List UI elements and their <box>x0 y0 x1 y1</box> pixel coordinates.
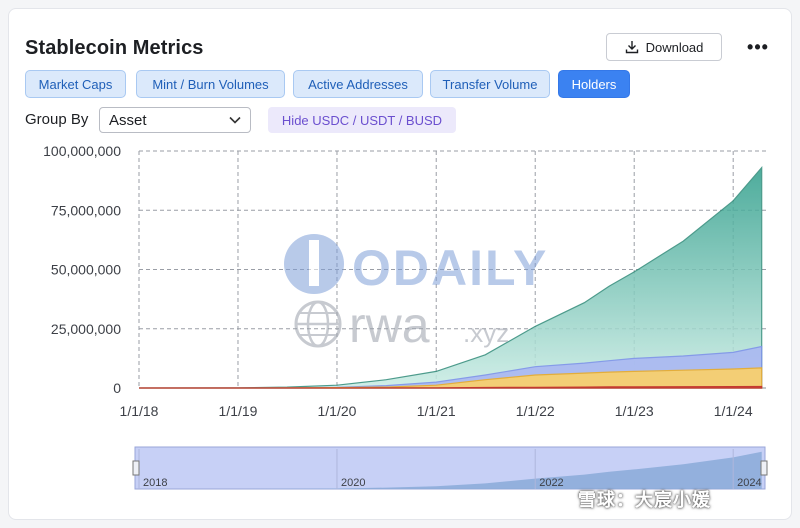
navigator-right-handle[interactable] <box>760 460 768 476</box>
tab-label: Holders <box>571 76 617 92</box>
tab-market-caps[interactable]: Market Caps <box>25 70 126 98</box>
rwa-logo-suffix: .xyz <box>463 318 509 348</box>
y-tick-label: 0 <box>113 380 121 396</box>
navigator-year-label: 2018 <box>143 477 167 489</box>
hide-button-label: Hide USDC / USDT / BUSD <box>281 112 443 128</box>
group-by-label: Group By <box>25 111 89 128</box>
navigator-year-label: 2020 <box>341 477 365 489</box>
navigator-series <box>139 451 762 489</box>
x-tick-label: 1/1/18 <box>120 403 159 419</box>
tab-active-addresses[interactable]: Active Addresses <box>293 70 423 98</box>
x-tick-label: 1/1/22 <box>516 403 555 419</box>
holders-area-chart: 100,000,000 75,000,000 50,000,000 25,000,00… <box>43 143 768 490</box>
x-tick-label: 1/1/24 <box>714 403 753 419</box>
group-by-select[interactable]: Asset <box>99 107 251 133</box>
tab-holders[interactable]: Holders <box>558 70 630 98</box>
y-tick-label: 75,000,000 <box>51 202 121 218</box>
tab-label: Market Caps <box>38 76 113 92</box>
series-area-red <box>139 385 763 389</box>
y-tick-label: 50,000,000 <box>51 262 121 278</box>
tab-transfer-volume[interactable]: Transfer Volume <box>430 70 550 98</box>
navigator-year-label: 2022 <box>539 477 563 489</box>
download-label: Download <box>645 39 704 55</box>
page-title: Stablecoin Metrics <box>25 37 204 59</box>
x-tick-label: 1/1/19 <box>219 403 258 419</box>
x-tick-label: 1/1/20 <box>318 403 357 419</box>
more-icon: ••• <box>747 36 769 57</box>
navigator-year-label: 2024 <box>737 477 761 489</box>
rwa-logo-text: rwa <box>349 297 430 353</box>
tab-label: Mint / Burn Volumes <box>152 76 269 92</box>
odaily-logo-text: ODAILY <box>352 240 548 296</box>
chevron-down-icon <box>229 116 241 124</box>
tab-label: Active Addresses <box>308 76 408 92</box>
tab-label: Transfer Volume <box>442 76 538 92</box>
x-tick-label: 1/1/21 <box>417 403 456 419</box>
xueqiu-watermark: 雪球：大宸小媛 <box>578 490 711 510</box>
stablecoin-metrics-card: Stablecoin Metrics Download ••• Market C… <box>8 8 792 520</box>
brand-watermark: ODAILY rwa .xyz <box>284 234 548 353</box>
hide-major-stablecoins-button[interactable]: Hide USDC / USDT / BUSD <box>268 107 456 133</box>
download-icon <box>625 41 638 54</box>
tab-mint-burn-volumes[interactable]: Mint / Burn Volumes <box>136 70 285 98</box>
x-axis-labels: 1/1/18 1/1/19 1/1/20 1/1/21 1/1/22 1/1/23 1/1/… <box>120 403 753 419</box>
x-tick-label: 1/1/23 <box>615 403 654 419</box>
more-options-button[interactable]: ••• <box>745 37 771 57</box>
navigator-labels: 2018 2020 2022 2024 <box>138 449 762 489</box>
series-area-total <box>138 165 763 389</box>
y-tick-label: 100,000,000 <box>43 143 121 159</box>
group-by-value: Asset <box>109 111 147 129</box>
range-navigator[interactable]: 2018 2020 2022 2024 <box>132 446 768 490</box>
y-axis-labels: 100,000,000 75,000,000 50,000,000 25,000,00… <box>43 143 121 396</box>
download-button[interactable]: Download <box>606 33 722 61</box>
navigator-left-handle[interactable] <box>132 460 140 476</box>
chart-series <box>138 165 763 389</box>
odaily-logo-bar <box>309 240 319 286</box>
y-tick-label: 25,000,000 <box>51 321 121 337</box>
